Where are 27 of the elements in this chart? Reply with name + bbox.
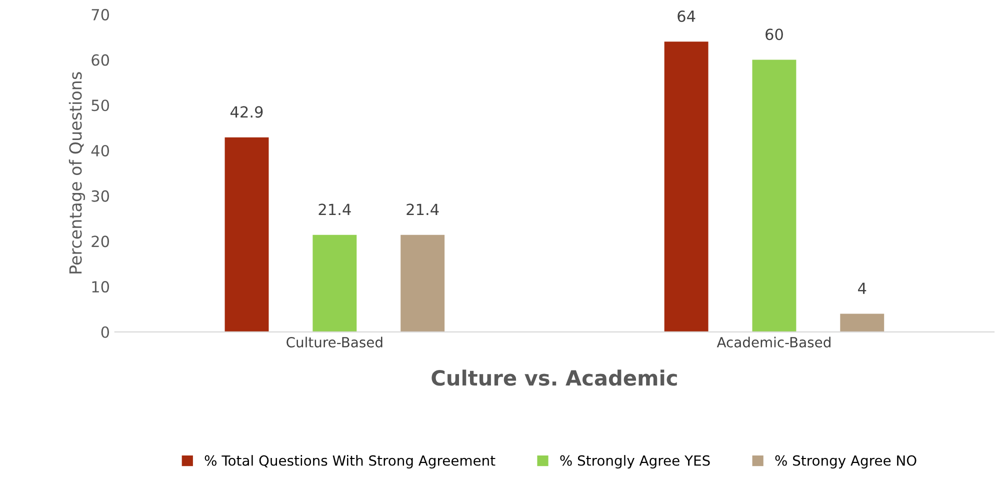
bar <box>664 42 708 332</box>
bar <box>400 234 445 332</box>
y-tick-label: 40 <box>91 144 110 157</box>
data-label: 21.4 <box>318 204 351 215</box>
data-label: 60 <box>766 28 783 40</box>
y-tick-label: 30 <box>92 190 110 202</box>
legend-label: % Strongly Agree YES <box>560 455 710 468</box>
y-tick-label: 60 <box>92 54 110 66</box>
data-label: 21.4 <box>406 204 439 215</box>
bar <box>312 234 357 332</box>
y-axis-title: Percentage of Questions <box>68 72 86 274</box>
x-tick-label: Academic-Based <box>716 336 830 348</box>
y-tick-label: 20 <box>92 236 110 248</box>
x-tick-label: Culture-Based <box>286 336 382 348</box>
x-axis-title: Culture vs. Academic <box>432 370 677 386</box>
y-tick-label: 50 <box>92 100 110 112</box>
data-label: 64 <box>678 10 696 22</box>
legend-label: % Strongy Agree NO <box>775 455 916 468</box>
bar <box>752 60 796 332</box>
legend-label: % Total Questions With Strong Agreement <box>204 455 496 468</box>
data-label: 42.9 <box>230 106 263 118</box>
y-tick-label: 70 <box>92 8 110 20</box>
data-label: 4 <box>858 282 866 294</box>
bar <box>840 314 884 332</box>
y-tick-label: 0 <box>101 326 110 338</box>
bar <box>224 137 269 332</box>
y-tick-label: 10 <box>92 281 110 293</box>
